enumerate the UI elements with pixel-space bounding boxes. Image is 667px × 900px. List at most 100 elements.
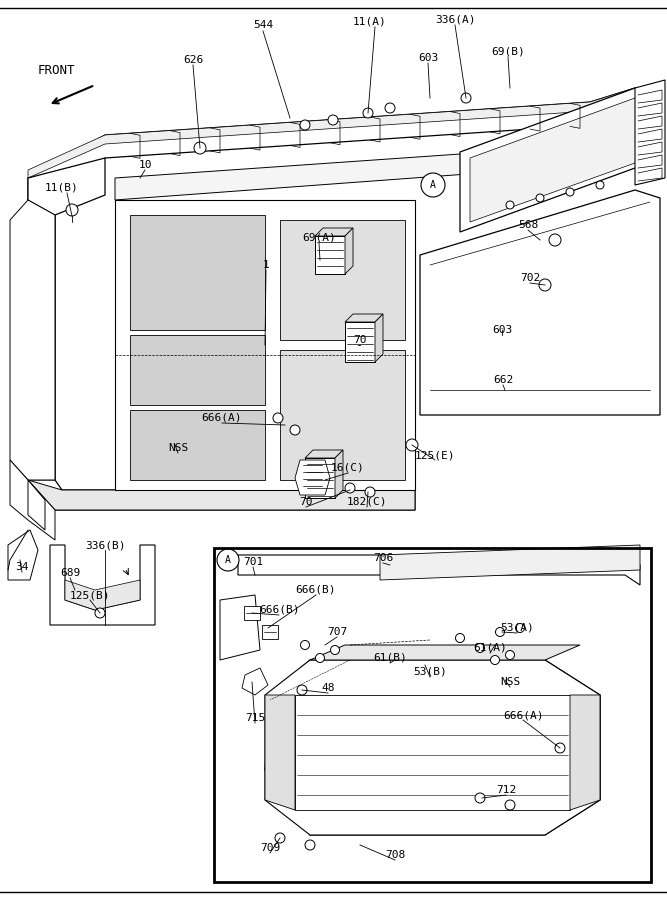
Circle shape bbox=[194, 142, 206, 154]
Circle shape bbox=[365, 487, 375, 497]
Polygon shape bbox=[28, 480, 415, 510]
Circle shape bbox=[297, 685, 307, 695]
Text: 34: 34 bbox=[15, 562, 29, 572]
Circle shape bbox=[331, 645, 340, 654]
Circle shape bbox=[475, 793, 485, 803]
Circle shape bbox=[461, 93, 471, 103]
Circle shape bbox=[421, 173, 445, 197]
Circle shape bbox=[555, 743, 565, 753]
Circle shape bbox=[275, 833, 285, 843]
Text: 1: 1 bbox=[263, 260, 269, 270]
Polygon shape bbox=[130, 215, 265, 330]
Circle shape bbox=[490, 655, 500, 664]
Circle shape bbox=[290, 425, 300, 435]
Polygon shape bbox=[130, 335, 265, 405]
Text: NSS: NSS bbox=[500, 677, 520, 687]
Polygon shape bbox=[380, 545, 640, 580]
Text: 712: 712 bbox=[496, 785, 516, 795]
Circle shape bbox=[385, 103, 395, 113]
Polygon shape bbox=[280, 350, 405, 480]
Text: 666(B): 666(B) bbox=[259, 605, 299, 615]
Polygon shape bbox=[10, 200, 55, 480]
Polygon shape bbox=[262, 625, 278, 639]
Polygon shape bbox=[570, 695, 600, 810]
Text: NSS: NSS bbox=[168, 443, 188, 453]
Text: 69(A): 69(A) bbox=[302, 233, 336, 243]
Circle shape bbox=[505, 800, 515, 810]
Polygon shape bbox=[244, 606, 260, 620]
Polygon shape bbox=[345, 314, 383, 322]
Text: 702: 702 bbox=[520, 273, 540, 283]
Circle shape bbox=[300, 120, 310, 130]
Text: 11(B): 11(B) bbox=[45, 183, 79, 193]
Text: 70: 70 bbox=[354, 335, 367, 345]
Text: 70: 70 bbox=[299, 497, 313, 507]
Polygon shape bbox=[470, 98, 650, 222]
Text: 125(E): 125(E) bbox=[415, 450, 456, 460]
Text: 706: 706 bbox=[373, 553, 393, 563]
Circle shape bbox=[536, 194, 544, 202]
Text: 11(A): 11(A) bbox=[353, 17, 387, 27]
Polygon shape bbox=[238, 555, 640, 585]
Polygon shape bbox=[420, 190, 660, 415]
Polygon shape bbox=[28, 200, 55, 480]
Text: 709: 709 bbox=[260, 843, 280, 853]
Text: 53(A): 53(A) bbox=[500, 623, 534, 633]
Text: 715: 715 bbox=[245, 713, 265, 723]
Circle shape bbox=[496, 627, 504, 636]
Polygon shape bbox=[28, 88, 635, 178]
Circle shape bbox=[273, 413, 283, 423]
Polygon shape bbox=[345, 228, 353, 274]
Polygon shape bbox=[375, 314, 383, 362]
Polygon shape bbox=[65, 580, 140, 610]
Text: 53(B): 53(B) bbox=[413, 667, 447, 677]
Polygon shape bbox=[265, 660, 600, 835]
Text: 568: 568 bbox=[518, 220, 538, 230]
Text: A: A bbox=[430, 180, 436, 190]
Text: 10: 10 bbox=[138, 160, 152, 170]
Polygon shape bbox=[28, 480, 45, 530]
Polygon shape bbox=[310, 645, 580, 660]
Text: 336(A): 336(A) bbox=[435, 15, 476, 25]
Polygon shape bbox=[315, 228, 353, 236]
Polygon shape bbox=[50, 545, 155, 625]
Bar bbox=[214, 548, 651, 882]
Text: 182(C): 182(C) bbox=[347, 497, 388, 507]
Text: 61(A): 61(A) bbox=[473, 643, 507, 653]
Polygon shape bbox=[8, 530, 38, 580]
Text: 48: 48 bbox=[321, 683, 335, 693]
Polygon shape bbox=[28, 158, 415, 510]
Text: 626: 626 bbox=[183, 55, 203, 65]
Polygon shape bbox=[305, 450, 343, 458]
Polygon shape bbox=[242, 668, 268, 695]
Circle shape bbox=[549, 234, 561, 246]
Circle shape bbox=[217, 549, 239, 571]
Polygon shape bbox=[335, 450, 343, 498]
Text: 662: 662 bbox=[493, 375, 513, 385]
Circle shape bbox=[566, 188, 574, 196]
Text: 666(B): 666(B) bbox=[295, 585, 336, 595]
Text: 16(C): 16(C) bbox=[331, 463, 365, 473]
Text: FRONT: FRONT bbox=[38, 64, 75, 76]
Polygon shape bbox=[220, 595, 260, 660]
Polygon shape bbox=[635, 80, 665, 185]
Polygon shape bbox=[295, 695, 570, 810]
Text: 544: 544 bbox=[253, 20, 273, 30]
Polygon shape bbox=[130, 410, 265, 480]
Circle shape bbox=[301, 641, 309, 650]
Text: 61(B): 61(B) bbox=[373, 653, 407, 663]
Text: 69(B): 69(B) bbox=[491, 47, 525, 57]
Text: 336(B): 336(B) bbox=[85, 540, 125, 550]
Text: 603: 603 bbox=[418, 53, 438, 63]
Circle shape bbox=[406, 439, 418, 451]
Polygon shape bbox=[265, 660, 600, 835]
Polygon shape bbox=[115, 200, 415, 490]
Circle shape bbox=[506, 651, 514, 660]
Text: 125(B): 125(B) bbox=[70, 590, 110, 600]
Text: 701: 701 bbox=[243, 557, 263, 567]
Circle shape bbox=[506, 201, 514, 209]
Circle shape bbox=[95, 608, 105, 618]
Circle shape bbox=[596, 181, 604, 189]
Circle shape bbox=[363, 108, 373, 118]
Text: 666(A): 666(A) bbox=[201, 413, 242, 423]
